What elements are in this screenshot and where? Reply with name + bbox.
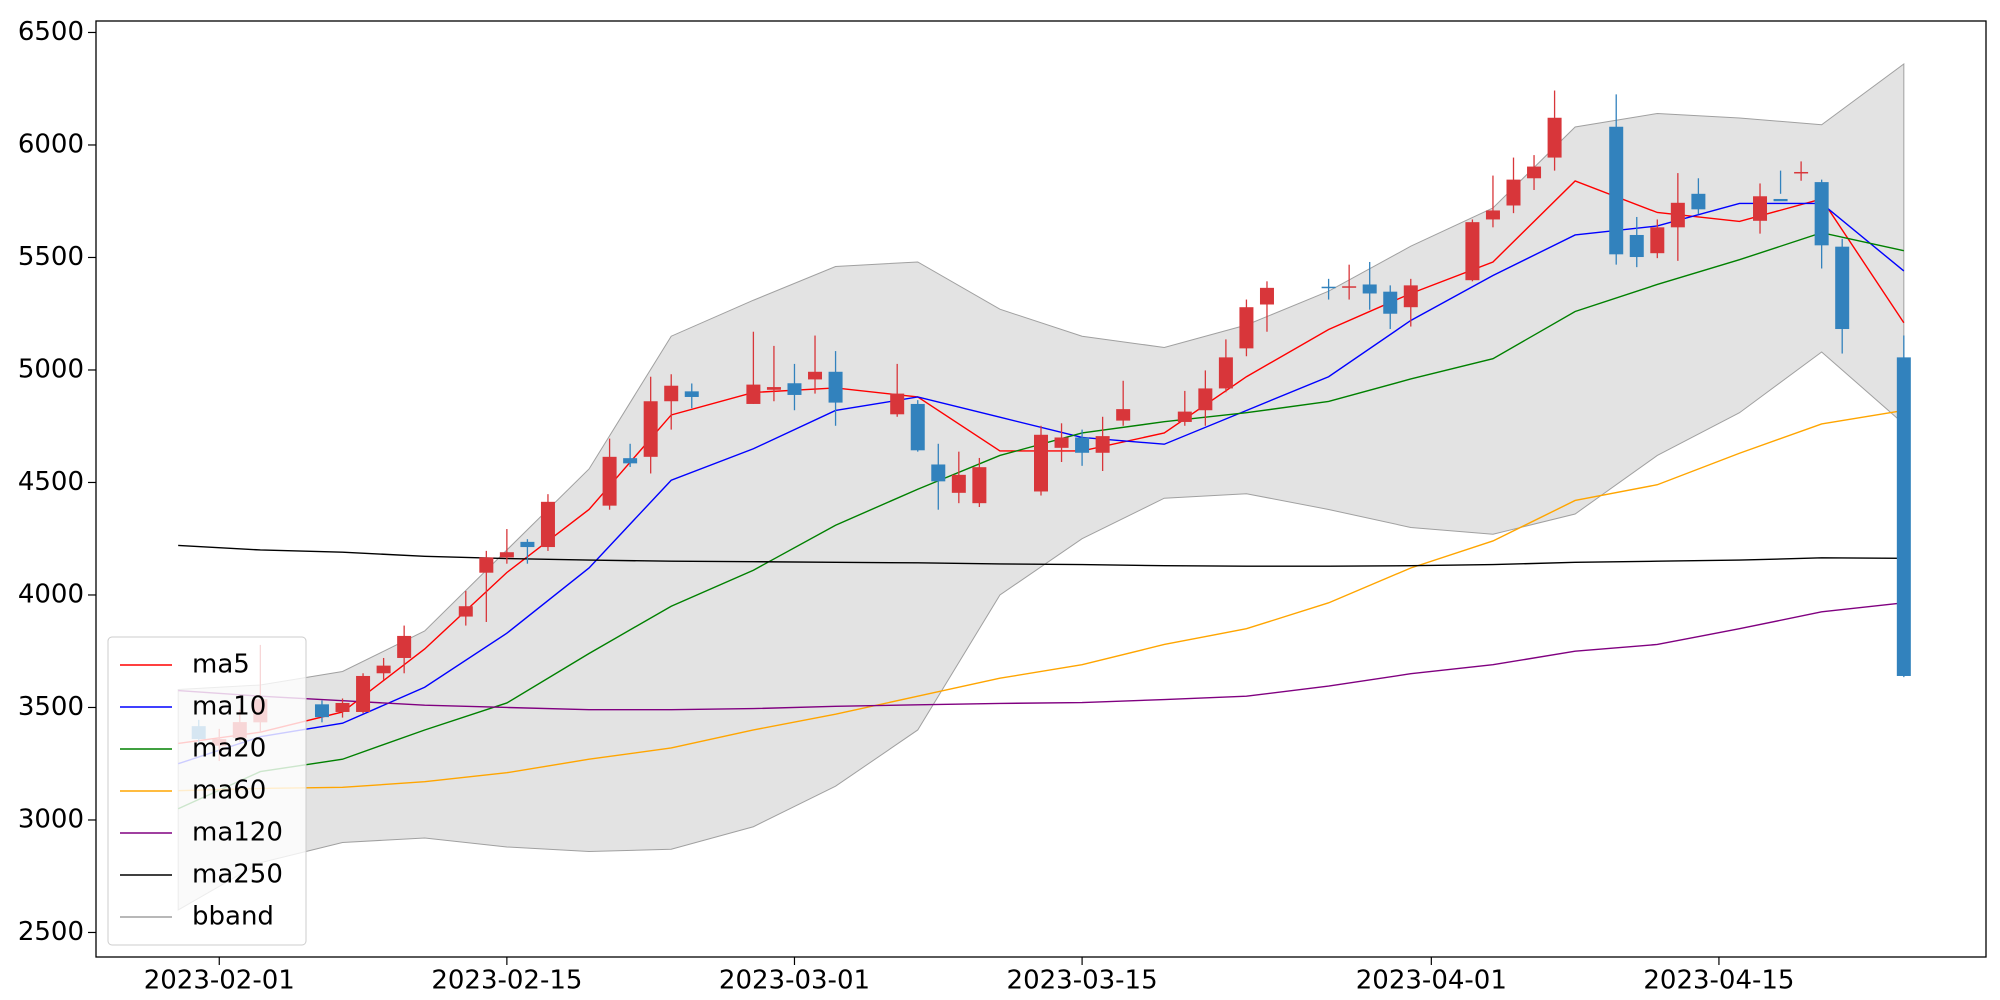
candle-body bbox=[520, 541, 535, 548]
candle-body bbox=[1054, 437, 1069, 448]
ma-line bbox=[178, 602, 1904, 711]
candle-body bbox=[808, 371, 823, 380]
ma-line bbox=[178, 409, 1904, 792]
candle-body bbox=[664, 385, 679, 402]
candle-body bbox=[1321, 286, 1336, 289]
candle-body bbox=[1506, 179, 1521, 206]
candle-body bbox=[479, 557, 494, 573]
candle-body bbox=[828, 371, 843, 403]
legend-label: bband bbox=[192, 902, 274, 932]
candle-body bbox=[1383, 291, 1398, 314]
candle-body bbox=[1650, 227, 1665, 254]
y-tick-label: 4000 bbox=[18, 579, 84, 609]
legend-label: ma20 bbox=[192, 734, 266, 764]
legend-label: ma10 bbox=[192, 692, 266, 722]
candle-body bbox=[1485, 210, 1500, 220]
candle-body bbox=[910, 403, 925, 451]
y-tick-label: 4500 bbox=[18, 467, 84, 497]
candle-body bbox=[1259, 287, 1274, 305]
candle-body bbox=[1609, 126, 1624, 255]
candle-body bbox=[1773, 198, 1788, 202]
candle-body bbox=[972, 467, 987, 504]
y-tick-label: 5500 bbox=[18, 242, 84, 272]
x-tick-label: 2023-04-01 bbox=[1356, 966, 1507, 996]
candle-body bbox=[1198, 388, 1213, 411]
x-tick-label: 2023-04-15 bbox=[1643, 966, 1794, 996]
x-tick-label: 2023-03-01 bbox=[719, 966, 870, 996]
y-tick-label: 3500 bbox=[18, 692, 84, 722]
candle-body bbox=[1670, 202, 1685, 228]
y-tick-label: 5000 bbox=[18, 354, 84, 384]
ma-line bbox=[178, 544, 1904, 567]
y-tick-label: 2500 bbox=[18, 917, 84, 947]
x-tick-label: 2023-03-15 bbox=[1007, 966, 1158, 996]
x-tick-label: 2023-02-15 bbox=[431, 966, 582, 996]
candle-body bbox=[787, 383, 802, 395]
legend-label: ma60 bbox=[192, 776, 266, 806]
candle-body bbox=[1075, 437, 1090, 453]
candle-body bbox=[1629, 234, 1644, 258]
candle-body bbox=[602, 456, 617, 506]
y-tick-label: 6500 bbox=[18, 17, 84, 47]
candle-body bbox=[376, 665, 391, 674]
candle-body bbox=[684, 391, 699, 397]
candle-body bbox=[1218, 357, 1233, 389]
candle-body bbox=[1527, 166, 1542, 179]
candle-body bbox=[335, 702, 350, 712]
candle-body bbox=[890, 393, 905, 415]
candle-body bbox=[397, 635, 412, 658]
legend-label: ma120 bbox=[192, 818, 283, 848]
candle-body bbox=[951, 474, 966, 493]
candle-body bbox=[458, 606, 473, 617]
candle-body bbox=[1794, 171, 1809, 174]
candle-body bbox=[1342, 286, 1357, 288]
candle-body bbox=[1465, 222, 1480, 281]
plot-frame bbox=[95, 20, 1987, 958]
candle-body bbox=[643, 401, 658, 457]
candle-body bbox=[314, 704, 329, 718]
x-tick-label: 2023-02-01 bbox=[144, 966, 295, 996]
candle-body bbox=[623, 458, 638, 464]
candle-body bbox=[1835, 246, 1850, 330]
y-tick-label: 6000 bbox=[18, 129, 84, 159]
candle-body bbox=[1547, 117, 1562, 158]
candle-body bbox=[1239, 307, 1254, 349]
legend: ma5 ma10 ma20 ma60 ma120 ma250 bband bbox=[107, 636, 307, 946]
candle-body bbox=[1753, 196, 1768, 221]
candle-body bbox=[499, 552, 514, 558]
candle-body bbox=[356, 675, 371, 712]
candle-body bbox=[1896, 357, 1911, 676]
candle-body bbox=[1362, 284, 1377, 294]
legend-label: ma250 bbox=[192, 860, 283, 890]
candle-body bbox=[1177, 411, 1192, 422]
candle-body bbox=[1034, 434, 1048, 492]
y-tick-label: 3000 bbox=[18, 804, 84, 834]
legend-box bbox=[107, 636, 307, 946]
candle-body bbox=[746, 384, 761, 404]
candle-body bbox=[1095, 436, 1110, 453]
candle-body bbox=[931, 464, 946, 482]
legend-label: ma5 bbox=[192, 650, 250, 680]
candle-body bbox=[1814, 182, 1829, 246]
candle-body bbox=[540, 501, 555, 548]
candle-body bbox=[1691, 193, 1706, 210]
candle-body bbox=[766, 387, 781, 390]
candle-body bbox=[1403, 285, 1418, 308]
candle-body bbox=[1116, 409, 1131, 421]
